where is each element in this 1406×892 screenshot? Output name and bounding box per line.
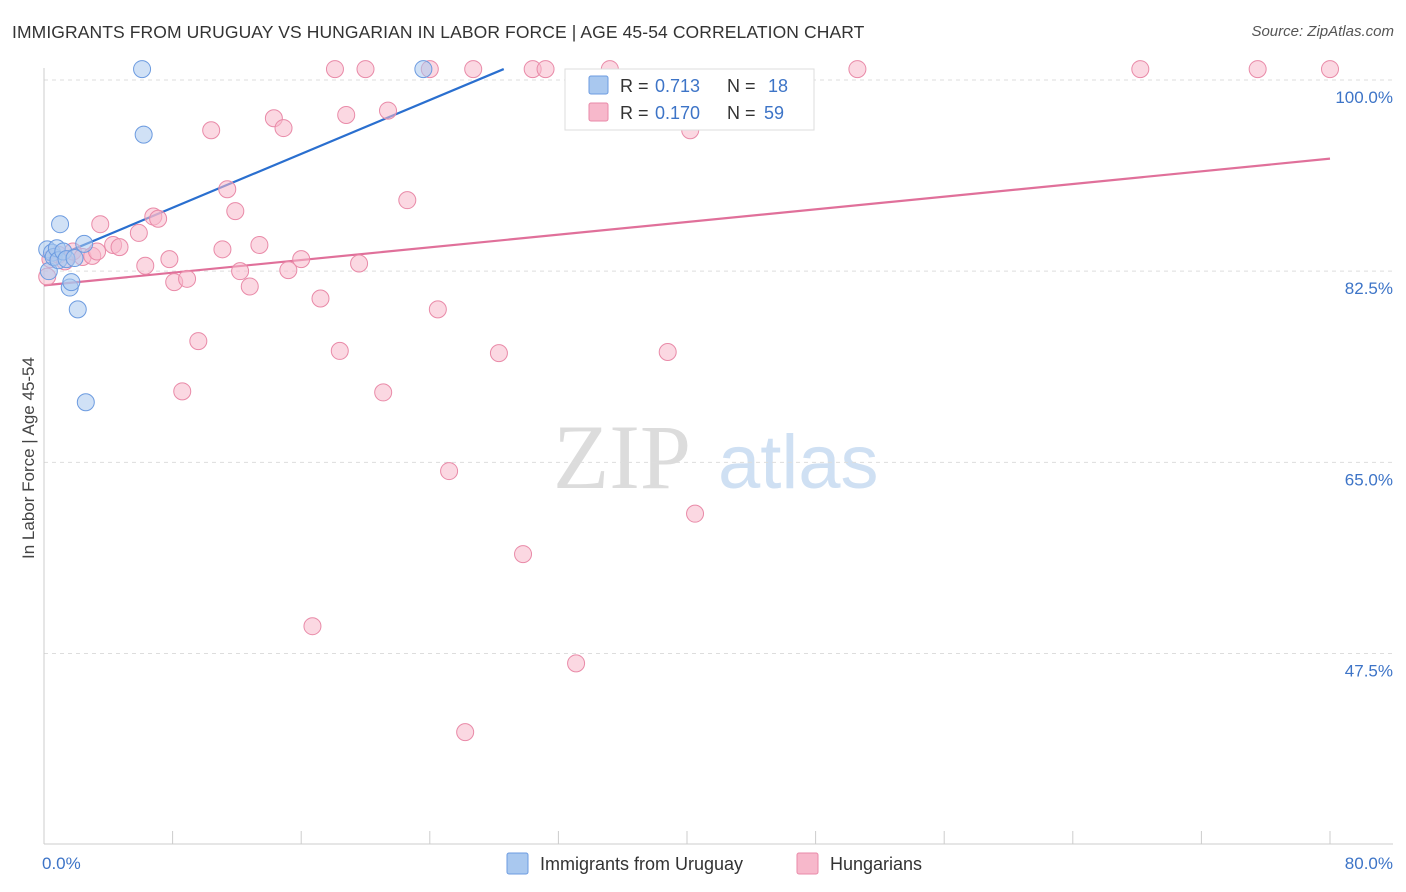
y-tick-label-2: 65.0%	[1345, 470, 1393, 489]
hungarian-point-50	[567, 654, 586, 673]
hungarian-point-43	[440, 462, 459, 481]
series-legend: Immigrants from Uruguay Hungarians	[506, 852, 922, 875]
hungarian-point-15	[160, 250, 179, 269]
correlation-legend: R = 0.713 N = 18 R = 0.170 N = 59	[564, 68, 815, 131]
hungarian-point-49	[536, 60, 555, 79]
x-tick-label-max: 80.0%	[1345, 854, 1393, 873]
uruguay-point-17	[414, 60, 433, 79]
hungarian-point-47	[514, 545, 533, 564]
hungarian-point-44	[456, 723, 475, 742]
y-tick-label-0: 100.0%	[1335, 88, 1393, 107]
uruguay-point-11	[65, 249, 84, 268]
legend-n-value-2: 59	[764, 103, 784, 123]
legend-n-label-2: N =	[727, 103, 756, 123]
hungarian-point-37	[356, 60, 375, 79]
legend-r-value-1: 0.713	[655, 76, 700, 96]
uruguay-points	[38, 60, 433, 412]
hungarian-point-25	[240, 277, 259, 296]
source-credit: Source: ZipAtlas.com	[1251, 23, 1394, 40]
hungarian-point-19	[173, 382, 192, 401]
hungarian-point-54	[686, 504, 705, 523]
hungarian-point-46	[489, 344, 508, 363]
bottom-legend-uruguay: Immigrants from Uruguay	[540, 854, 743, 874]
uruguay-point-10	[62, 273, 81, 292]
hungarian-trend-line	[43, 157, 1331, 287]
hungarian-point-40	[398, 191, 417, 210]
hungarian-point-52	[658, 343, 677, 362]
gridlines	[44, 79, 1393, 654]
uruguay-point-12	[68, 300, 87, 319]
legend-r-value-2: 0.170	[655, 103, 700, 123]
hungarian-point-30	[292, 250, 311, 269]
hungarian-point-22	[218, 180, 237, 199]
hungarians-points	[38, 60, 1339, 742]
hungarian-point-23	[226, 202, 245, 221]
hungarian-point-57	[1248, 60, 1267, 79]
hungarian-point-29	[279, 261, 298, 280]
trend-lines	[43, 68, 1331, 287]
uruguay-trend-line	[46, 68, 505, 262]
uruguay-point-6	[51, 215, 70, 234]
hungarian-point-8	[91, 215, 110, 234]
hungarian-point-33	[325, 60, 344, 79]
hungarian-point-20	[202, 121, 221, 140]
y-tick-label-3: 47.5%	[1345, 662, 1393, 681]
uruguay-point-16	[134, 125, 153, 144]
legend-n-value-1: 18	[768, 76, 788, 96]
legend-r-label-1: R =	[620, 76, 649, 96]
hungarian-point-35	[337, 105, 356, 124]
hungarian-point-58	[1321, 60, 1339, 79]
hungarian-point-11	[129, 223, 148, 242]
hungarian-point-14	[149, 209, 168, 228]
hungarian-point-42	[428, 300, 447, 319]
legend-r-label-2: R =	[620, 103, 649, 123]
y-tick-label-1: 82.5%	[1345, 279, 1393, 298]
hungarian-point-34	[330, 341, 349, 360]
hungarian-point-24	[231, 262, 250, 281]
x-tick-label-min: 0.0%	[42, 854, 81, 873]
bottom-legend-swatch-hungarians	[796, 852, 819, 875]
legend-n-label-1: N =	[727, 76, 756, 96]
legend-swatch-hungarians	[588, 102, 609, 122]
y-axis-label: In Labor Force | Age 45-54	[19, 357, 38, 559]
hungarian-point-36	[350, 254, 369, 273]
legend-swatch-uruguay	[588, 75, 609, 95]
hungarian-point-12	[136, 256, 155, 275]
uruguay-point-14	[76, 393, 95, 412]
chart-title: IMMIGRANTS FROM URUGUAY VS HUNGARIAN IN …	[12, 22, 865, 42]
hungarian-point-18	[189, 332, 208, 351]
hungarian-point-32	[311, 289, 330, 308]
hungarian-point-10	[110, 238, 129, 257]
axes	[43, 68, 1393, 845]
hungarian-point-38	[374, 383, 393, 402]
uruguay-point-13	[75, 234, 94, 253]
hungarian-point-55	[848, 60, 867, 79]
hungarian-point-17	[178, 269, 197, 288]
uruguay-point-15	[133, 60, 152, 79]
bottom-legend-swatch-uruguay	[506, 852, 529, 875]
bottom-legend-hungarians: Hungarians	[830, 854, 922, 874]
watermark-zip: ZIP	[553, 406, 691, 508]
hungarian-point-45	[464, 60, 483, 79]
hungarian-point-39	[379, 101, 398, 120]
hungarian-point-26	[250, 235, 269, 254]
hungarian-point-21	[213, 240, 232, 259]
hungarian-point-56	[1131, 60, 1150, 79]
hungarian-point-31	[303, 617, 322, 636]
hungarian-point-28	[274, 119, 293, 138]
tick-labels: 100.0% 82.5% 65.0% 47.5% 0.0% 80.0%	[42, 88, 1393, 873]
